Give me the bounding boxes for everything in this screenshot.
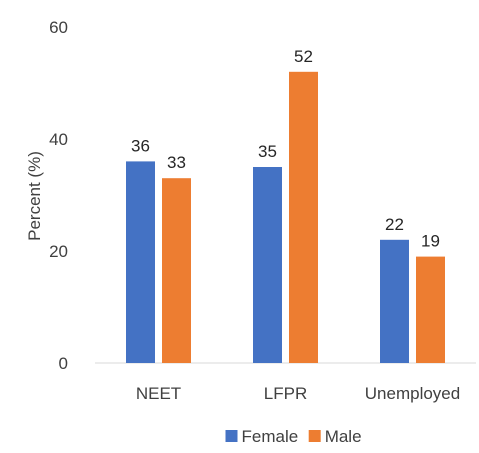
y-ticks: 0 20 40 60 xyxy=(49,18,68,373)
bars: 36 33 35 52 22 19 xyxy=(126,47,445,364)
data-label: 35 xyxy=(258,142,277,161)
y-tick-label: 40 xyxy=(49,130,68,149)
bar-female-unemployed xyxy=(380,239,409,363)
y-tick-label: 0 xyxy=(59,354,68,373)
data-label: 52 xyxy=(294,47,313,66)
legend-label-male: Male xyxy=(325,427,362,446)
y-axis-label: Percent (%) xyxy=(25,151,44,241)
y-tick-label: 60 xyxy=(49,18,68,37)
legend-label-female: Female xyxy=(242,427,299,446)
legend-swatch-male xyxy=(308,430,321,442)
data-label: 33 xyxy=(167,153,186,172)
bar-male-unemployed xyxy=(416,256,445,363)
bar-male-lfpr xyxy=(289,71,318,364)
legend: Female Male xyxy=(225,427,362,446)
bar-male-neet xyxy=(162,178,191,363)
data-label: 19 xyxy=(421,232,440,251)
y-tick-label: 20 xyxy=(49,242,68,261)
x-tick-label: LFPR xyxy=(264,384,307,403)
x-tick-label: Unemployed xyxy=(365,384,460,403)
legend-swatch-female xyxy=(225,430,238,442)
data-label: 22 xyxy=(385,215,404,234)
bar-female-lfpr xyxy=(253,167,282,363)
x-tick-label: NEET xyxy=(136,384,181,403)
data-label: 36 xyxy=(131,136,150,155)
x-ticks: NEET LFPR Unemployed xyxy=(136,384,460,403)
bar-female-neet xyxy=(126,161,155,363)
